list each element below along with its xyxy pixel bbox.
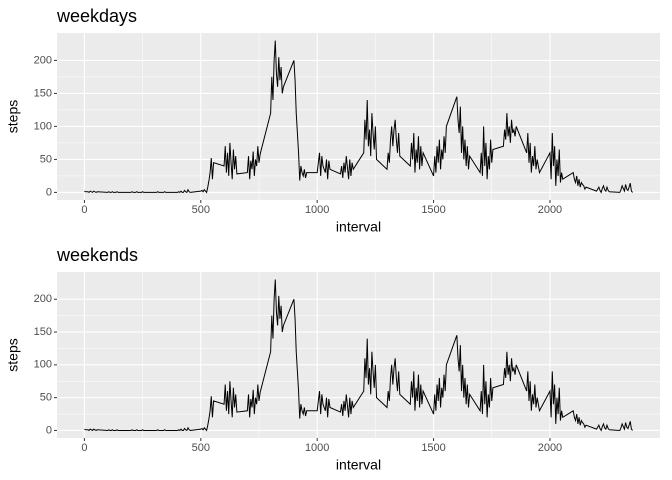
y-tick-label: 150 — [34, 326, 52, 338]
chart-title: weekends — [56, 245, 138, 265]
x-axis-title: interval — [336, 457, 381, 473]
x-tick-label: 500 — [192, 204, 210, 216]
x-axis-title: interval — [336, 219, 381, 235]
y-axis-title: steps — [5, 338, 21, 371]
y-tick-label: 50 — [40, 392, 52, 404]
y-axis-title: steps — [5, 100, 21, 133]
x-tick-label: 500 — [192, 442, 210, 454]
y-tick-label: 0 — [46, 186, 52, 198]
line — [84, 40, 633, 194]
x-tick-label: 0 — [81, 204, 87, 216]
x-tick-label: 1000 — [305, 442, 329, 454]
y-tick-label: 200 — [34, 293, 52, 305]
y-tick-label: 50 — [40, 153, 52, 165]
x-tick-label: 1500 — [421, 204, 445, 216]
y-tick-label: 0 — [46, 424, 52, 436]
x-tick-label: 2000 — [538, 442, 562, 454]
chart-title: weekdays — [56, 6, 137, 26]
x-tick-label: 2000 — [538, 204, 562, 216]
x-tick-label: 1000 — [305, 204, 329, 216]
y-tick-label: 100 — [34, 359, 52, 371]
y-tick-label: 100 — [34, 120, 52, 132]
y-tick-label: 150 — [34, 87, 52, 99]
x-tick-label: 0 — [81, 442, 87, 454]
line — [84, 279, 633, 432]
x-tick-label: 1500 — [421, 442, 445, 454]
y-tick-label: 200 — [34, 54, 52, 66]
